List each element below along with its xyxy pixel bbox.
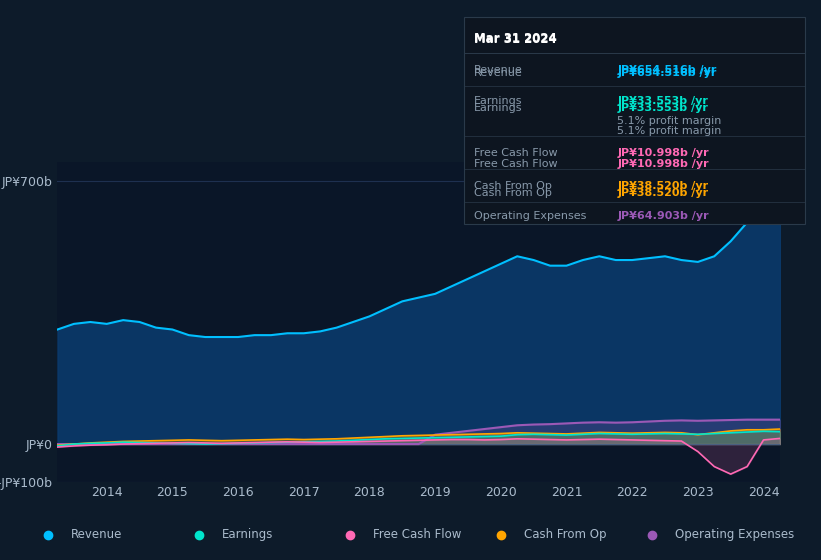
- Text: Revenue: Revenue: [71, 528, 122, 542]
- Text: Revenue: Revenue: [474, 68, 523, 78]
- Text: JP¥38.520b /yr: JP¥38.520b /yr: [617, 181, 709, 190]
- Text: 5.1% profit margin: 5.1% profit margin: [617, 126, 722, 136]
- Text: Cash From Op: Cash From Op: [474, 181, 552, 190]
- Text: Cash From Op: Cash From Op: [524, 528, 606, 542]
- Text: Free Cash Flow: Free Cash Flow: [474, 158, 557, 169]
- Text: JP¥33.553b /yr: JP¥33.553b /yr: [617, 102, 708, 113]
- Text: JP¥654.516b /yr: JP¥654.516b /yr: [617, 64, 717, 74]
- Text: Earnings: Earnings: [474, 102, 523, 113]
- Text: JP¥10.998b /yr: JP¥10.998b /yr: [617, 147, 709, 157]
- Text: 5.1% profit margin: 5.1% profit margin: [617, 116, 722, 127]
- Text: JP¥654.516b /yr: JP¥654.516b /yr: [617, 68, 717, 78]
- Text: JP¥33.553b /yr: JP¥33.553b /yr: [617, 96, 708, 106]
- Text: Operating Expenses: Operating Expenses: [675, 528, 794, 542]
- Text: Revenue: Revenue: [474, 64, 523, 74]
- Text: Free Cash Flow: Free Cash Flow: [474, 147, 557, 157]
- Text: JP¥64.903b /yr: JP¥64.903b /yr: [617, 211, 709, 221]
- Text: Mar 31 2024: Mar 31 2024: [474, 34, 557, 46]
- Text: Cash From Op: Cash From Op: [474, 188, 552, 198]
- Text: Mar 31 2024: Mar 31 2024: [474, 32, 557, 45]
- Text: Free Cash Flow: Free Cash Flow: [373, 528, 461, 542]
- Text: Operating Expenses: Operating Expenses: [474, 211, 586, 221]
- Text: JP¥38.520b /yr: JP¥38.520b /yr: [617, 188, 709, 198]
- Text: JP¥10.998b /yr: JP¥10.998b /yr: [617, 158, 709, 169]
- Text: Earnings: Earnings: [222, 528, 273, 542]
- Text: Earnings: Earnings: [474, 96, 523, 106]
